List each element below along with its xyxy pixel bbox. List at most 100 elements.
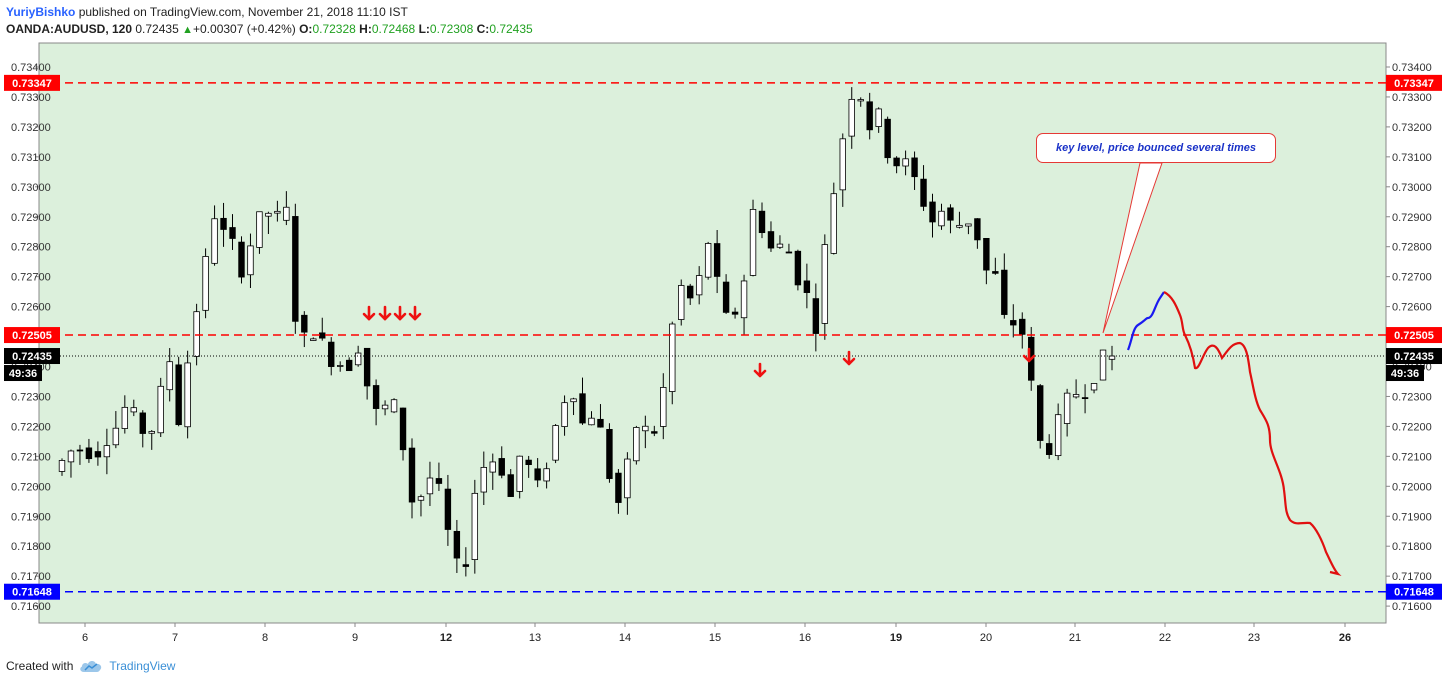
open-label: O: — [299, 22, 313, 36]
bear-candle — [713, 243, 721, 277]
x-axis: 6 7 8 9 12 13 14 15 16 19 20 21 22 23 26 — [82, 623, 1351, 644]
price-level-label: 0.73347 — [1394, 78, 1434, 90]
callout-pointer — [1102, 162, 1163, 334]
bear-candle — [893, 157, 900, 167]
bear-candle — [597, 418, 604, 428]
bear-candle — [238, 241, 245, 278]
low-value: 0.72308 — [429, 22, 474, 36]
close-value: 0.72435 — [489, 22, 533, 36]
bull-candle — [552, 425, 559, 461]
countdown-label: 49:36 — [9, 368, 37, 380]
y-tick-label: 0.71800 — [11, 541, 51, 553]
bear-candle — [292, 216, 299, 322]
bear-candle — [1010, 320, 1017, 326]
bear-candle — [785, 251, 793, 254]
y-tick-label: 0.72200 — [1392, 421, 1432, 433]
close-label: C: — [476, 22, 490, 36]
bear-candle — [444, 488, 452, 530]
bear-candle — [1081, 397, 1089, 400]
x-tick-label: 6 — [82, 632, 88, 644]
x-tick-label: 19 — [890, 632, 902, 644]
bear-candle — [731, 311, 739, 315]
y-tick-label: 0.73300 — [11, 92, 51, 104]
bull-candle — [354, 352, 362, 366]
bear-candle — [579, 393, 586, 424]
bear-candle — [435, 478, 443, 484]
bull-candle — [480, 466, 487, 493]
author-link[interactable]: YuriyBishko — [6, 5, 76, 19]
bear-candle — [687, 285, 694, 299]
bear-candle — [722, 281, 730, 313]
x-tick-label: 13 — [529, 632, 541, 644]
y-tick-label: 0.72000 — [11, 481, 51, 493]
bull-candle — [633, 427, 640, 462]
tradingview-link[interactable]: TradingView — [79, 658, 175, 674]
x-tick-label: 21 — [1069, 632, 1081, 644]
bull-candle — [1090, 383, 1098, 391]
bull-candle — [776, 243, 784, 248]
bear-candle — [345, 359, 353, 372]
y-tick-label: 0.71700 — [1392, 571, 1432, 583]
down-arrow-icon — [393, 305, 407, 321]
bull-candle — [337, 365, 344, 367]
price-levels: 0.73347 0.73347 0.72505 0.72505 0.71648 0.716… — [4, 74, 1442, 600]
bull-candle — [543, 468, 550, 482]
bear-candle — [525, 459, 532, 465]
countdown-tag — [1386, 365, 1424, 382]
y-tick-label: 0.73400 — [11, 62, 51, 74]
triangle-up-icon: ▲ — [182, 24, 193, 36]
bull-candle — [839, 138, 846, 191]
bear-candle — [229, 227, 236, 239]
bull-candle — [256, 211, 263, 248]
bull-candle — [211, 218, 218, 264]
bear-candle — [94, 451, 102, 458]
bull-candle — [157, 385, 164, 434]
bull-candle — [516, 455, 523, 492]
y-tick-label: 0.71700 — [11, 571, 51, 583]
bear-candle — [328, 341, 335, 367]
bull-candle — [112, 427, 120, 446]
bull-candle — [848, 98, 855, 137]
x-tick-label: 14 — [619, 632, 631, 644]
bull-candle — [678, 285, 685, 320]
bull-candle — [471, 492, 479, 560]
bull-candle — [1063, 392, 1071, 424]
bear-candle — [794, 250, 802, 286]
x-tick-label: 9 — [352, 632, 358, 644]
bull-candle — [704, 243, 712, 278]
annotation-callout[interactable]: key level, price bounced several times — [1036, 133, 1276, 163]
y-tick-label: 0.71900 — [1392, 511, 1432, 523]
y-tick-label: 0.72800 — [1392, 242, 1432, 254]
bear-candle — [319, 332, 326, 339]
x-tick-label: 16 — [799, 632, 811, 644]
bear-candle — [1001, 269, 1008, 315]
bull-candle — [821, 244, 829, 324]
bull-candle — [938, 210, 945, 227]
bull-candle — [390, 399, 398, 413]
bull-candle — [660, 387, 667, 427]
price-level-label: 0.72505 — [12, 330, 52, 342]
bear-candle — [363, 347, 371, 387]
bear-candle — [983, 237, 990, 271]
countdown-label: 49:36 — [1391, 368, 1419, 380]
tradingview-cloud-icon — [80, 661, 102, 672]
bear-candle — [175, 364, 182, 426]
price-level-tag — [1386, 583, 1442, 600]
bull-candle — [695, 275, 703, 296]
projection-up-line — [1126, 291, 1165, 351]
y-tick-label: 0.71600 — [11, 601, 51, 613]
bear-candle — [992, 271, 999, 274]
bull-candle — [1108, 355, 1116, 360]
bear-candle — [76, 449, 84, 452]
symbol-label: OANDA:AUDUSD, 120 — [6, 22, 133, 36]
y-tick-label: 0.71600 — [1392, 601, 1432, 613]
y-tick-label: 0.72700 — [11, 272, 51, 284]
y-tick-label: 0.72100 — [11, 451, 51, 463]
x-tick-label: 23 — [1248, 632, 1260, 644]
y-tick-label: 0.73200 — [11, 122, 51, 134]
bull-candle — [265, 212, 272, 217]
bear-candle — [1037, 385, 1044, 441]
current-price-label: 0.72435 — [12, 351, 52, 363]
down-arrow-icon — [362, 305, 376, 321]
